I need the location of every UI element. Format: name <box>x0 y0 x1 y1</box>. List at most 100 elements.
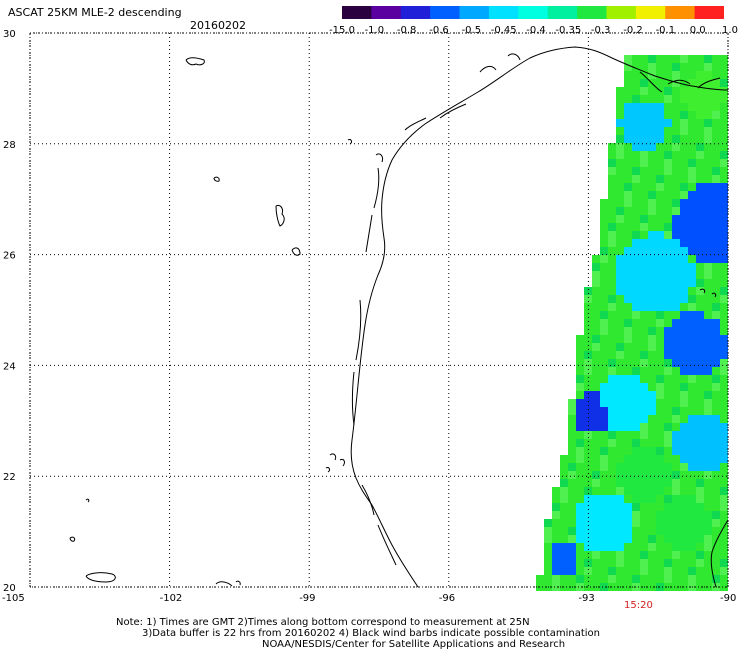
wind-data-cell <box>592 303 600 311</box>
wind-data-cell <box>584 519 592 527</box>
wind-data-cell <box>664 527 672 535</box>
wind-data-cell <box>720 351 728 359</box>
wind-data-cell <box>696 103 704 111</box>
wind-data-cell <box>656 399 664 407</box>
wind-data-cell <box>616 431 624 439</box>
wind-data-cell <box>656 63 664 71</box>
wind-data-cell <box>576 455 584 463</box>
wind-data-cell <box>720 175 728 183</box>
wind-data-cell <box>560 519 568 527</box>
wind-data-cell <box>688 175 696 183</box>
wind-data-cell <box>632 143 640 151</box>
wind-data-cell <box>696 551 704 559</box>
wind-data-cell <box>576 551 584 559</box>
wind-data-cell <box>640 111 648 119</box>
wind-data-cell <box>656 319 664 327</box>
wind-data-cell <box>624 255 632 263</box>
wind-data-cell <box>712 111 720 119</box>
wind-data-cell <box>632 319 640 327</box>
wind-data-cell <box>640 479 648 487</box>
wind-data-cell <box>616 167 624 175</box>
wind-data-cell <box>576 335 584 343</box>
wind-data-cell <box>704 103 712 111</box>
wind-data-cell <box>600 271 608 279</box>
wind-data-cell <box>624 487 632 495</box>
coastline-segment <box>352 299 362 426</box>
wind-data-cell <box>712 127 720 135</box>
wind-data-cell <box>704 199 712 207</box>
wind-data-cell <box>688 215 696 223</box>
wind-data-cell <box>600 447 608 455</box>
header-date: 20160202 <box>190 19 246 32</box>
wind-data-cell <box>600 487 608 495</box>
wind-data-cell <box>672 399 680 407</box>
wind-data-cell <box>640 263 648 271</box>
wind-data-cell <box>720 167 728 175</box>
wind-data-cell <box>720 151 728 159</box>
wind-data-cell <box>616 175 624 183</box>
wind-data-cell <box>680 151 688 159</box>
wind-data-cell <box>648 119 656 127</box>
wind-data-cell <box>616 439 624 447</box>
wind-data-cell <box>624 287 632 295</box>
wind-data-cell <box>632 103 640 111</box>
wind-data-cell <box>712 239 720 247</box>
wind-data-cell <box>720 119 728 127</box>
wind-data-cell <box>600 503 608 511</box>
wind-data-cell <box>568 439 576 447</box>
wind-data-cell <box>640 423 648 431</box>
wind-data-cell <box>704 559 712 567</box>
wind-data-cell <box>568 559 576 567</box>
wind-data-cell <box>680 543 688 551</box>
latitude-tick-label: 24 <box>3 361 16 372</box>
wind-data-cell <box>584 303 592 311</box>
wind-data-cell <box>712 487 720 495</box>
wind-data-cell <box>616 263 624 271</box>
wind-data-cell <box>608 287 616 295</box>
wind-data-cell <box>640 575 648 583</box>
wind-data-cell <box>624 479 632 487</box>
longitude-tick-label: -96 <box>439 593 455 604</box>
wind-data-cell <box>680 471 688 479</box>
coastline-segment <box>235 580 241 586</box>
wind-data-cell <box>632 383 640 391</box>
wind-data-cell <box>712 295 720 303</box>
wind-data-cell <box>632 191 640 199</box>
wind-data-cell <box>640 495 648 503</box>
wind-data-cell <box>544 559 552 567</box>
wind-data-cell <box>544 551 552 559</box>
wind-data-cell <box>624 183 632 191</box>
wind-data-cell <box>560 495 568 503</box>
wind-data-cell <box>560 543 568 551</box>
wind-data-cell <box>680 567 688 575</box>
wind-data-cell <box>680 575 688 583</box>
wind-data-cell <box>648 95 656 103</box>
wind-data-cell <box>640 239 648 247</box>
wind-data-cell <box>608 167 616 175</box>
wind-data-cell <box>664 423 672 431</box>
wind-data-cell <box>624 175 632 183</box>
wind-data-cell <box>672 167 680 175</box>
wind-data-cell <box>664 543 672 551</box>
wind-data-cell <box>600 319 608 327</box>
wind-data-cell <box>648 543 656 551</box>
wind-data-cell <box>712 279 720 287</box>
coastline-segment <box>347 139 352 145</box>
wind-data-cell <box>616 295 624 303</box>
wind-data-cell <box>720 559 728 567</box>
wind-data-cell <box>616 383 624 391</box>
wind-data-cell <box>616 199 624 207</box>
wind-data-cell <box>672 487 680 495</box>
wind-data-cell <box>648 279 656 287</box>
wind-data-cell <box>544 567 552 575</box>
wind-data-cell <box>568 487 576 495</box>
wind-data-cell <box>688 431 696 439</box>
wind-data-cell <box>688 63 696 71</box>
wind-data-cell <box>712 87 720 95</box>
wind-data-cell <box>616 407 624 415</box>
wind-data-cell <box>632 55 640 63</box>
wind-data-cell <box>576 559 584 567</box>
wind-data-cell <box>600 359 608 367</box>
longitude-tick-label: -105 <box>2 593 25 604</box>
wind-data-cell <box>664 271 672 279</box>
